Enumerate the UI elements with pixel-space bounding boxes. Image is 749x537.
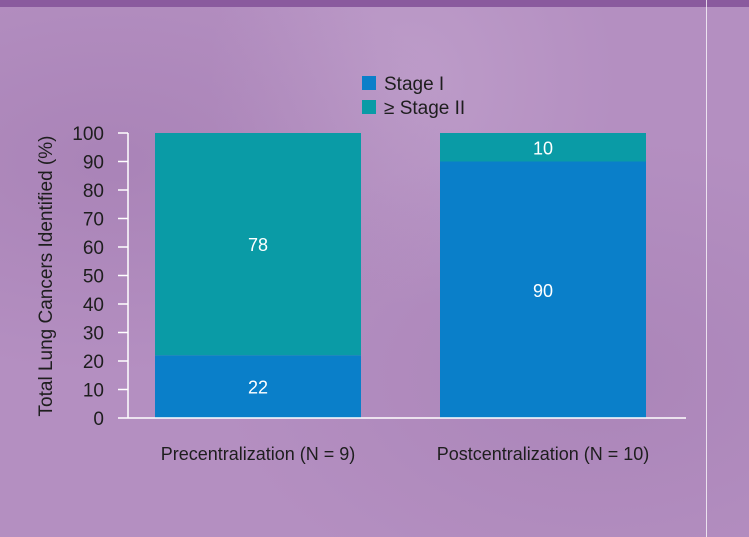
y-tick-label: 100 — [72, 124, 104, 145]
y-tick-label: 30 — [83, 324, 104, 345]
bar-segment-stage-i-1 — [155, 355, 361, 418]
y-tick-label: 40 — [83, 295, 104, 316]
legend-label: ≥ Stage II — [384, 98, 465, 119]
data-label: 78 — [248, 235, 268, 255]
top-band — [0, 0, 749, 7]
bars: 22 78 Precentralization (N = 9) 90 10 Postcen… — [155, 133, 649, 464]
legend: Stage I ≥ Stage II — [362, 74, 465, 119]
y-axis-label: Total Lung Cancers Identified (%) — [36, 136, 57, 417]
bar-segment-stage-ii-plus-1 — [155, 133, 361, 356]
y-tick-label: 0 — [93, 409, 104, 430]
data-label: 22 — [248, 378, 268, 398]
y-tick-label: 60 — [83, 238, 104, 259]
x-tick-label: Precentralization (N = 9) — [161, 444, 356, 464]
data-label: 90 — [533, 281, 553, 301]
y-tick-label: 70 — [83, 210, 104, 231]
x-tick-label: Postcentralization (N = 10) — [437, 444, 650, 464]
y-tick-label: 80 — [83, 181, 104, 202]
y-tick-label: 90 — [83, 153, 104, 174]
data-label: 10 — [533, 138, 553, 158]
legend-swatch — [362, 100, 376, 114]
legend-swatch — [362, 76, 376, 90]
axes: 0 10 20 30 40 50 60 70 80 90 100 — [72, 124, 686, 430]
right-divider — [706, 0, 707, 537]
y-tick-label: 50 — [83, 267, 104, 288]
legend-label: Stage I — [384, 74, 444, 95]
y-tick-label: 20 — [83, 352, 104, 373]
bar-segment-stage-i-2 — [440, 161, 646, 418]
y-tick-label: 10 — [83, 381, 104, 402]
bar-segment-stage-ii-plus-2 — [440, 133, 646, 162]
